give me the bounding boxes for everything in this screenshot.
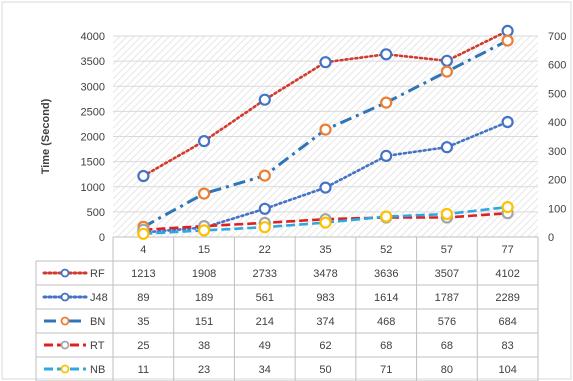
x-tick-label: 4 <box>140 244 146 256</box>
table-cell: 49 <box>259 340 271 352</box>
y-right-tick-label: 100 <box>548 203 566 215</box>
table-cell: 1787 <box>435 292 459 304</box>
table-cell: 38 <box>198 340 210 352</box>
data-point <box>258 221 271 234</box>
table-cell: 4102 <box>495 268 519 280</box>
table-cell: 468 <box>377 316 395 328</box>
table-cell: 50 <box>319 364 331 376</box>
y-right-tick-label: 600 <box>548 60 566 72</box>
table-cell: 1213 <box>131 268 155 280</box>
table-cell: 151 <box>195 316 213 328</box>
table-cell: 3507 <box>435 268 459 280</box>
data-point <box>501 34 514 47</box>
y-right-tick-label: 200 <box>548 175 566 187</box>
table-cell: 1614 <box>374 292 398 304</box>
legend-key-marker <box>60 364 70 374</box>
table-cell: 214 <box>256 316 274 328</box>
legend-label: RF <box>90 268 105 280</box>
legend-key-marker <box>60 340 70 350</box>
data-point <box>501 201 514 214</box>
legend-label: J48 <box>90 292 108 304</box>
data-point <box>258 202 271 215</box>
data-point <box>501 24 514 37</box>
data-point <box>501 115 514 129</box>
data-point <box>319 56 332 69</box>
x-tick-label: 57 <box>441 244 453 256</box>
y-right-tick-label: 500 <box>548 88 566 100</box>
y-left-tick-label: 4000 <box>81 31 105 43</box>
table-cell: 2733 <box>253 268 277 280</box>
y-left-tick-label: 2500 <box>81 106 105 118</box>
data-point <box>380 149 393 162</box>
data-point <box>380 210 393 223</box>
legend-label: NB <box>90 364 105 376</box>
legend-key-marker <box>60 292 70 302</box>
table-cell: 561 <box>256 292 274 304</box>
table-cell: 2289 <box>495 292 519 304</box>
table-cell: 23 <box>198 364 210 376</box>
data-point <box>198 224 211 237</box>
data-point <box>440 141 453 154</box>
table-cell: 374 <box>316 316 334 328</box>
table-cell: 62 <box>319 340 331 352</box>
table-cell: 35 <box>137 316 149 328</box>
table-cell: 80 <box>441 364 453 376</box>
data-point <box>319 181 332 194</box>
x-tick-label: 35 <box>319 244 331 256</box>
data-point <box>440 65 453 78</box>
data-point <box>380 96 393 109</box>
y-left-tick-label: 500 <box>87 207 105 219</box>
data-point <box>258 169 271 182</box>
table-cell: 34 <box>259 364 271 376</box>
table-cell: 3478 <box>313 268 337 280</box>
y-right-tick-label: 300 <box>548 146 566 158</box>
table-cell: 71 <box>380 364 392 376</box>
table-cell: 83 <box>502 340 514 352</box>
table-cell: 11 <box>138 364 149 376</box>
table-cell: 189 <box>195 292 213 304</box>
table-cell: 3636 <box>374 268 398 280</box>
table-cell: 68 <box>441 340 453 352</box>
x-tick-label: 15 <box>198 244 210 256</box>
x-tick-label: 77 <box>502 244 514 256</box>
table-cell: 25 <box>137 340 149 352</box>
legend-label: RT <box>90 340 105 352</box>
legend-label: BN <box>90 316 105 328</box>
table-cell: 1908 <box>192 268 216 280</box>
data-point <box>198 135 211 148</box>
y-right-tick-label: 400 <box>548 117 566 129</box>
data-point <box>137 227 150 240</box>
y-left-tick-label: 3000 <box>81 81 105 93</box>
data-point <box>258 93 271 106</box>
y-left-tick-label: 1000 <box>81 182 105 194</box>
x-tick-label: 22 <box>259 244 271 256</box>
data-point <box>440 207 453 221</box>
data-point <box>137 169 150 183</box>
x-tick-label: 52 <box>380 244 392 256</box>
table-cell: 68 <box>380 340 392 352</box>
data-point <box>198 187 211 200</box>
y-left-tick-label: 2000 <box>81 132 105 144</box>
data-point <box>440 54 453 67</box>
data-point <box>319 216 332 229</box>
table-cell: 104 <box>498 364 516 376</box>
y-right-tick-label: 700 <box>548 31 566 43</box>
table-cell: 684 <box>498 316 516 328</box>
data-point <box>319 123 332 136</box>
table-cell: 576 <box>438 316 456 328</box>
legend-key-marker <box>60 316 70 326</box>
y-left-tick-label: 1500 <box>81 157 105 169</box>
table-cell: 89 <box>137 292 149 304</box>
y-axis-title: Time (Second) <box>40 98 52 174</box>
legend-key-marker <box>60 268 70 278</box>
table-cell: 983 <box>316 292 334 304</box>
y-left-tick-label: 3500 <box>81 56 105 68</box>
data-point <box>380 48 393 61</box>
y-left-tick-label: 0 <box>99 232 105 244</box>
y-right-tick-label: 0 <box>548 232 554 244</box>
